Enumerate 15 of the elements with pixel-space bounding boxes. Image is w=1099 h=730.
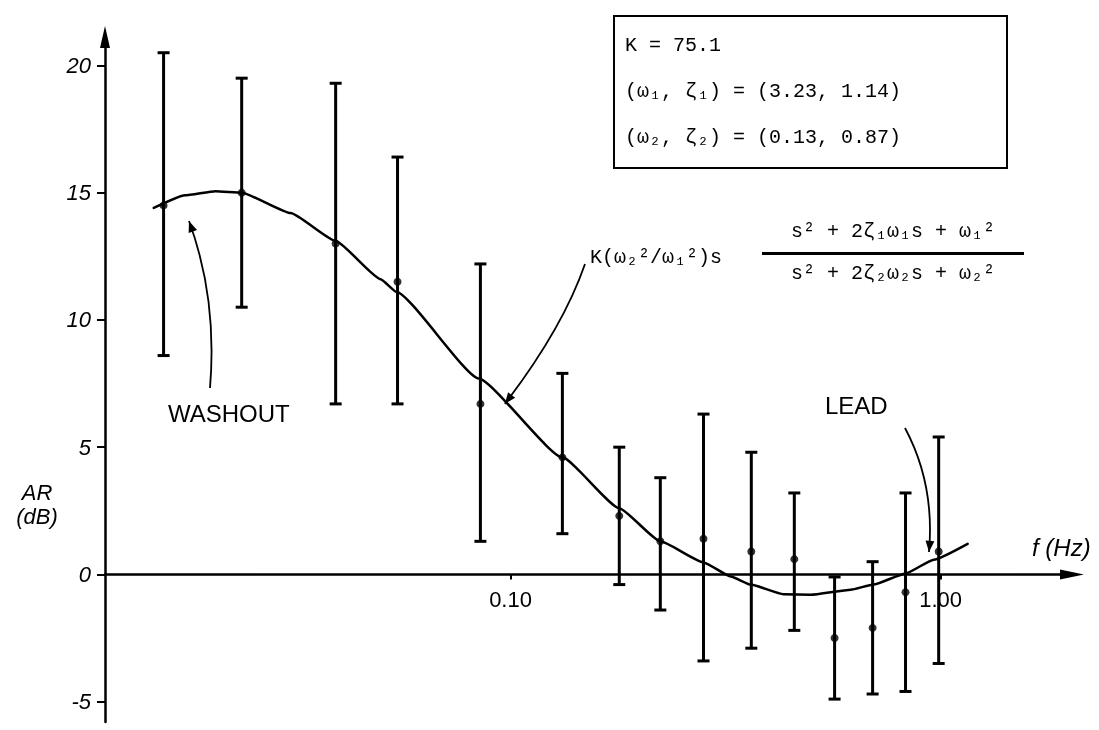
annotation: s² + 2ζ₂ω₂s + ω₂² bbox=[789, 262, 996, 285]
annotation: K = 75.1 (ω₁, ζ₁) = (3.23, 1.14) (ω₂, ζ₂) = (0.13, 0.87) bbox=[613, 15, 1008, 169]
x-tick-label: 0.10 bbox=[489, 586, 532, 612]
y-tick-label: 15 bbox=[66, 180, 92, 206]
y-tick-label: 20 bbox=[65, 52, 92, 78]
y-axis-title: AR (dB) bbox=[15, 479, 59, 529]
y-tick-label: 5 bbox=[78, 434, 92, 460]
annotation: s² + 2ζ₁ω₁s + ω₁² bbox=[789, 220, 996, 243]
y-tick-label: 0 bbox=[78, 561, 92, 587]
y-tick-label: 10 bbox=[66, 307, 92, 333]
y-tick-label: -5 bbox=[71, 689, 92, 715]
annotation: LEAD bbox=[825, 392, 888, 420]
x-axis-title: f (Hz) bbox=[1032, 534, 1091, 563]
annotation: WASHOUT bbox=[168, 400, 290, 428]
annotation: K(ω₂²/ω₁²)s bbox=[590, 246, 723, 269]
